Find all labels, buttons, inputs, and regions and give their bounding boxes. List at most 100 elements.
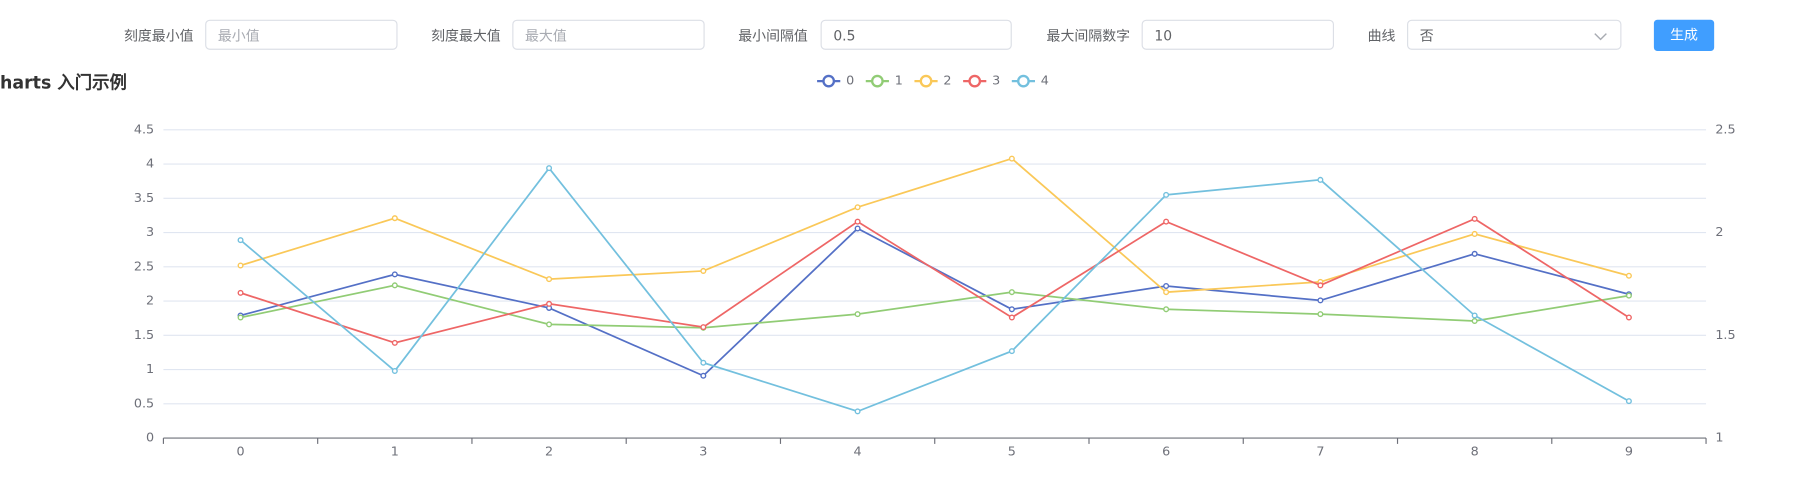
legend-marker [870, 74, 884, 88]
placeholder: 最大值 [525, 27, 567, 45]
point [391, 339, 398, 346]
point [1163, 306, 1170, 313]
legend-label: 2 [943, 74, 951, 89]
y-tick-label: 4.5 [134, 122, 154, 137]
chart-title: harts 入门示例 [0, 72, 127, 93]
point [1625, 272, 1632, 279]
point [1471, 230, 1478, 237]
point [854, 225, 861, 232]
x-tick-label: 6 [1162, 445, 1170, 460]
input[interactable]: 10 [1141, 19, 1335, 50]
y-tick-label: 4 [146, 157, 154, 172]
x-tick-label: 9 [1625, 445, 1633, 460]
x-tick-label: 1 [391, 445, 399, 460]
point [1471, 250, 1478, 257]
y-tick-label: 2 [146, 294, 154, 309]
input-value: 10 [1154, 27, 1173, 45]
point [1008, 348, 1015, 355]
select[interactable]: 否 [1407, 19, 1622, 50]
y-tick-label: 3.5 [134, 191, 154, 206]
point [700, 372, 707, 379]
point [1008, 289, 1015, 296]
x-tick-label: 4 [854, 445, 862, 460]
field-label: 最大间隔数字 [1046, 27, 1131, 45]
legend-label: 1 [895, 74, 903, 89]
point [1471, 312, 1478, 319]
y-tick-label: 2.5 [134, 259, 154, 274]
y2-tick-label: 1.5 [1715, 328, 1735, 343]
point [1317, 282, 1324, 289]
x-tick-label: 5 [1008, 445, 1016, 460]
legend-label: 4 [1041, 74, 1049, 89]
legend-marker [822, 74, 836, 88]
point [854, 408, 861, 415]
chevron [1594, 33, 1607, 41]
y2-tick-label: 2 [1715, 225, 1723, 240]
point [700, 267, 707, 274]
legend-marker [968, 74, 982, 88]
legend-marker [1017, 74, 1030, 88]
legend-label: 0 [846, 74, 854, 89]
point [1008, 314, 1015, 321]
point [546, 321, 553, 328]
point [1008, 155, 1015, 162]
point [700, 324, 707, 331]
point [1317, 176, 1324, 183]
field-label: 曲线 [1367, 27, 1396, 45]
point [854, 311, 861, 318]
input[interactable]: 最小值 [205, 19, 398, 50]
point [1163, 191, 1170, 198]
x-tick-label: 2 [545, 445, 553, 460]
y-tick-label: 3 [146, 225, 154, 240]
input[interactable]: 最大值 [512, 19, 705, 50]
point [546, 276, 553, 283]
point [391, 367, 398, 374]
point [1471, 215, 1478, 222]
point [237, 237, 244, 244]
input-value: 0.5 [833, 27, 856, 45]
x-tick-label: 0 [236, 445, 244, 460]
point [1317, 297, 1324, 304]
point [1625, 292, 1632, 299]
field-label: 刻度最小值 [123, 27, 194, 45]
point [1163, 282, 1170, 290]
y2-tick-label: 2.5 [1715, 122, 1735, 137]
point [1625, 314, 1632, 321]
legend-label: 3 [992, 74, 1000, 89]
point [237, 262, 244, 269]
point [854, 204, 861, 211]
series-line [240, 157, 1630, 294]
point [1317, 311, 1324, 318]
point [1625, 398, 1632, 405]
point [391, 282, 398, 289]
point [391, 271, 398, 278]
y-tick-label: 0.5 [134, 396, 154, 411]
y-tick-label: 1.5 [134, 328, 154, 343]
placeholder: 最小值 [217, 27, 260, 45]
point [1008, 306, 1015, 313]
x-tick-label: 7 [1316, 445, 1324, 460]
series-line [240, 217, 1630, 344]
point [237, 289, 244, 296]
point [854, 218, 861, 225]
y2-tick-label: 1 [1715, 431, 1723, 446]
x-tick-label: 8 [1471, 445, 1479, 460]
point [1471, 317, 1478, 324]
point [546, 300, 553, 307]
input[interactable]: 0.5 [820, 19, 1012, 50]
field-label: 最小间隔值 [738, 27, 808, 45]
point [237, 314, 244, 321]
y-tick-label: 1 [146, 362, 154, 377]
legend-marker [919, 74, 933, 88]
point [1163, 289, 1170, 296]
generate-button[interactable]: 生成 [1653, 19, 1715, 51]
series-line [240, 284, 1630, 329]
point [391, 215, 398, 222]
point [700, 359, 707, 366]
point [1163, 218, 1170, 225]
select-value: 否 [1419, 27, 1434, 45]
point [546, 165, 553, 172]
series-line [239, 166, 1630, 413]
